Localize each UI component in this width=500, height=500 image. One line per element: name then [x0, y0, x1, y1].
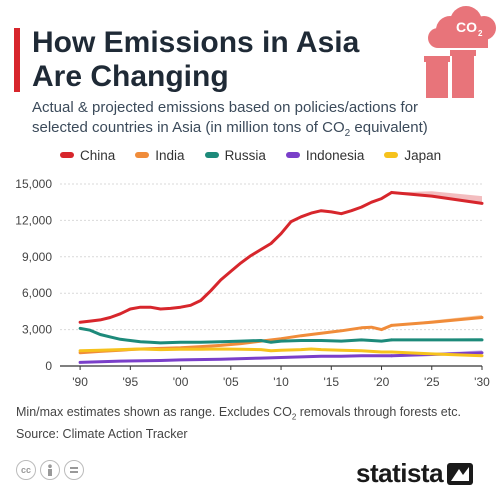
series-line-china	[78, 191, 394, 324]
cc-icon[interactable]: cc	[16, 460, 36, 480]
co2-label: CO	[456, 19, 477, 35]
series-line-indonesia	[78, 354, 394, 364]
subtitle-line-2: selected countries in Asia (in million t…	[32, 119, 428, 139]
legend-label: Japan	[404, 147, 442, 163]
x-tick-label: '15	[323, 375, 339, 389]
series-projection-japan	[390, 350, 484, 358]
y-tick-label: 9,000	[22, 250, 52, 264]
legend-label: India	[155, 147, 185, 163]
y-tick-label: 0	[45, 359, 52, 373]
x-tick-label: '25	[424, 375, 440, 389]
logo-text: statista	[356, 458, 444, 488]
x-tick-label: '95	[123, 375, 139, 389]
x-tick-label: '10	[273, 375, 289, 389]
y-tick-label: 3,000	[22, 323, 52, 337]
factory-co2-icon: CO 2	[424, 6, 496, 98]
no-derivatives-icon[interactable]	[64, 460, 84, 480]
chart-legend: China India Russia Indonesia Japan	[60, 146, 461, 164]
y-tick-label: 15,000	[15, 177, 52, 191]
legend-item-indonesia: Indonesia	[285, 147, 365, 163]
footnote-range-note: Min/max estimates shown as range. Exclud…	[16, 405, 461, 422]
series-projection-china	[390, 191, 484, 205]
line-chart: 0 3,000 6,000 9,000 12,000 15,000 '90 '95 '00 '05…	[15, 177, 490, 389]
subtitle-line-1: Actual & projected emissions based on po…	[32, 99, 419, 116]
legend-item-russia: Russia	[204, 147, 266, 163]
title-accent-bar	[14, 28, 20, 92]
title-line-1: How Emissions in Asia	[32, 26, 360, 59]
attribution-icon[interactable]	[40, 460, 60, 480]
statista-logo-icon	[447, 462, 474, 485]
legend-label: China	[80, 147, 116, 163]
series-projection-india	[390, 316, 484, 327]
license-icons: cc	[16, 460, 88, 480]
chart-subtitle: Actual & projected emissions based on po…	[32, 98, 492, 144]
co2-label-sub: 2	[478, 29, 483, 38]
legend-item-china: China	[60, 148, 115, 163]
chart-title: How Emissions in Asia Are Changing	[32, 26, 402, 94]
x-tick-label: '05	[223, 375, 239, 389]
series-line-russia	[78, 326, 394, 345]
legend-item-japan: Japan	[384, 148, 441, 163]
legend-label: Russia	[224, 147, 266, 163]
legend-swatch	[135, 152, 150, 158]
legend-swatch	[60, 152, 74, 158]
y-tick-label: 6,000	[22, 286, 52, 300]
y-tick-label: 12,000	[15, 213, 52, 227]
footnote: Min/max estimates shown as range. Exclud…	[16, 404, 486, 443]
series-line-japan	[78, 347, 394, 354]
legend-label: Indonesia	[305, 147, 365, 163]
title-line-2: Are Changing	[32, 60, 229, 93]
x-tick-label: '30	[474, 375, 490, 389]
x-tick-label: '90	[72, 375, 88, 389]
legend-swatch	[384, 152, 399, 158]
x-tick-label: '00	[173, 375, 189, 389]
source-text: Source: Climate Action Tracker	[16, 426, 188, 441]
legend-swatch	[204, 152, 219, 158]
legend-swatch	[285, 152, 300, 158]
x-tick-label: '20	[374, 375, 390, 389]
statista-logo[interactable]: statista	[356, 458, 474, 489]
legend-item-india: India	[135, 147, 185, 163]
